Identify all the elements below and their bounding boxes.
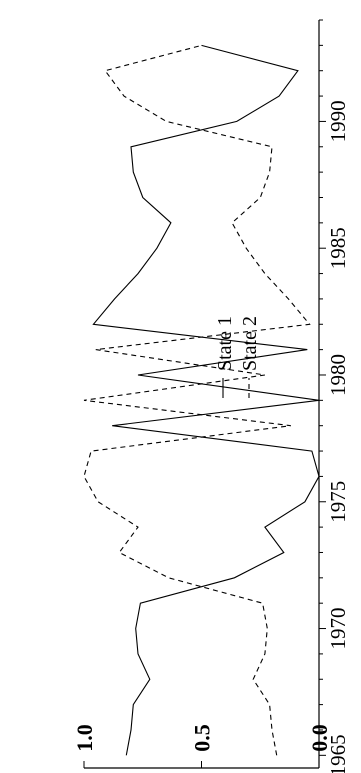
value-tick-label: 1.0 — [72, 724, 97, 752]
time-tick-label: 1965 — [326, 734, 350, 773]
value-tick-label: 0.5 — [190, 724, 215, 752]
time-tick-label: 1985 — [326, 227, 350, 269]
time-tick-label: 1990 — [326, 100, 350, 142]
legend: State 1 State 2 — [214, 316, 261, 398]
plot-area: 1965 1970 1975 1980 1985 1990 0.0 0.5 1.0 — [72, 19, 350, 773]
legend-label-2: State 2 — [239, 316, 261, 371]
legend-label-1: State 1 — [214, 316, 236, 371]
value-tick-label: 0.0 — [307, 724, 332, 752]
series-line-2 — [83, 44, 311, 756]
time-tick-label: 1970 — [326, 608, 350, 650]
time-tick-label: 1980 — [326, 354, 350, 396]
series-line-1 — [92, 44, 320, 756]
time-tick-label: 1975 — [326, 481, 350, 523]
